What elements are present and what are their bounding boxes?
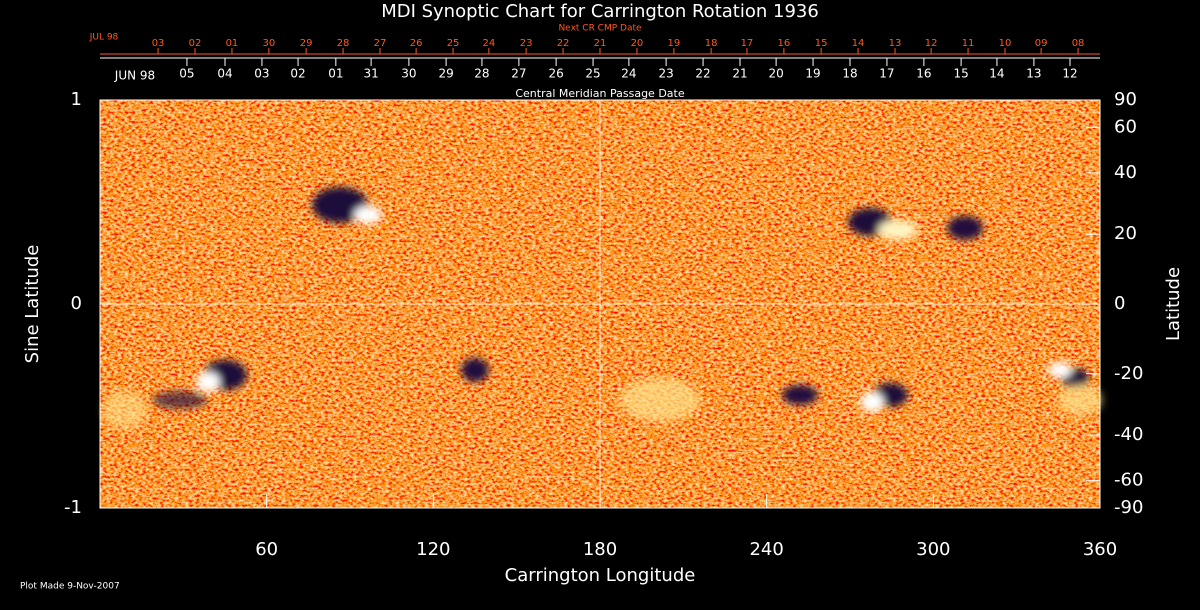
cmp-tick-label: 22 bbox=[695, 67, 710, 81]
y2-tick-label: -20 bbox=[1114, 363, 1143, 384]
y2-tick-label: 20 bbox=[1114, 223, 1137, 244]
next-cmp-tick-label: 15 bbox=[815, 38, 828, 49]
y2-tick-label: -60 bbox=[1114, 470, 1143, 491]
next-cmp-axis-title: Next CR CMP Date bbox=[558, 24, 642, 34]
cmp-tick-label: 01 bbox=[328, 67, 343, 81]
cmp-tick-label: 16 bbox=[916, 67, 931, 81]
next-cmp-tick-label: 14 bbox=[852, 38, 865, 49]
next-cmp-tick-label: 23 bbox=[520, 38, 533, 49]
next-cmp-tick-label: 16 bbox=[778, 38, 791, 49]
cmp-axis-title: Central Meridian Passage Date bbox=[515, 87, 684, 100]
y2-tick-label: -40 bbox=[1114, 424, 1143, 445]
next-cmp-tick-label: 10 bbox=[999, 38, 1012, 49]
next-cmp-tick-label: 17 bbox=[741, 38, 754, 49]
next-cmp-tick-label: 02 bbox=[189, 38, 202, 49]
footnote: Plot Made 9-Nov-2007 bbox=[20, 582, 120, 592]
chart-title: MDI Synoptic Chart for Carrington Rotati… bbox=[381, 1, 819, 22]
cmp-tick-label: 31 bbox=[363, 67, 378, 81]
cmp-tick-label: 18 bbox=[842, 67, 857, 81]
cmp-tick-label: 29 bbox=[438, 67, 453, 81]
cmp-tick-label: 19 bbox=[805, 67, 820, 81]
next-cmp-tick-label: 19 bbox=[668, 38, 681, 49]
next-cmp-tick-label: 09 bbox=[1035, 38, 1048, 49]
y2-tick-label: -90 bbox=[1114, 497, 1143, 518]
next-cmp-month: JUL 98 bbox=[89, 33, 119, 43]
y2-tick-label: 0 bbox=[1114, 293, 1125, 314]
next-cmp-tick-label: 21 bbox=[594, 38, 607, 49]
map-features bbox=[103, 187, 1102, 430]
y2-tick-label: 60 bbox=[1114, 116, 1137, 137]
x-tick-label: 180 bbox=[583, 539, 617, 560]
cmp-tick-label: 15 bbox=[953, 67, 968, 81]
next-cmp-tick-label: 12 bbox=[925, 38, 938, 49]
next-cmp-tick-label: 08 bbox=[1072, 38, 1085, 49]
y-tick-label: 1 bbox=[71, 89, 82, 110]
cmp-tick-label: 24 bbox=[621, 67, 636, 81]
cmp-tick-label: 17 bbox=[879, 67, 894, 81]
cmp-tick-label: 27 bbox=[511, 67, 526, 81]
next-cmp-tick-label: 25 bbox=[447, 38, 460, 49]
cmp-month: JUN 98 bbox=[114, 69, 155, 83]
next-cmp-tick-label: 30 bbox=[263, 38, 276, 49]
cmp-tick-label: 02 bbox=[290, 67, 305, 81]
cmp-tick-label: 13 bbox=[1026, 67, 1041, 81]
cmp-tick-label: 03 bbox=[254, 67, 269, 81]
y2-axis-title: Latitude bbox=[1163, 267, 1184, 341]
cmp-tick-label: 23 bbox=[658, 67, 673, 81]
x-tick-label: 360 bbox=[1083, 539, 1117, 560]
y-tick-label: 0 bbox=[71, 293, 82, 314]
cmp-tick-label: 30 bbox=[401, 67, 416, 81]
next-cmp-tick-label: 27 bbox=[374, 38, 387, 49]
x-tick-label: 300 bbox=[916, 539, 950, 560]
next-cmp-tick-label: 24 bbox=[483, 38, 496, 49]
x-tick-label: 60 bbox=[255, 539, 278, 560]
cmp-tick-label: 05 bbox=[179, 67, 194, 81]
next-cmp-tick-label: 29 bbox=[300, 38, 313, 49]
x-tick-label: 240 bbox=[749, 539, 783, 560]
x-axis-title: Carrington Longitude bbox=[505, 565, 696, 586]
next-cmp-tick-label: 28 bbox=[337, 38, 350, 49]
next-cmp-tick-label: 22 bbox=[557, 38, 570, 49]
cmp-tick-label: 25 bbox=[585, 67, 600, 81]
x-tick-label: 120 bbox=[416, 539, 450, 560]
cmp-tick-label: 28 bbox=[474, 67, 489, 81]
cmp-tick-label: 21 bbox=[732, 67, 747, 81]
cmp-tick-label: 14 bbox=[989, 67, 1004, 81]
y-tick-label: -1 bbox=[64, 497, 82, 518]
next-cmp-tick-label: 13 bbox=[889, 38, 902, 49]
y-axis-title: Sine Latitude bbox=[22, 245, 43, 364]
next-cmp-tick-label: 01 bbox=[226, 38, 239, 49]
y2-tick-label: 90 bbox=[1114, 89, 1137, 110]
y2-tick-label: 40 bbox=[1114, 162, 1137, 183]
next-cmp-tick-label: 18 bbox=[705, 38, 718, 49]
cmp-tick-label: 12 bbox=[1062, 67, 1077, 81]
cmp-tick-label: 26 bbox=[548, 67, 563, 81]
cmp-tick-label: 04 bbox=[217, 67, 232, 81]
next-cmp-tick-label: 26 bbox=[410, 38, 423, 49]
next-cmp-tick-label: 11 bbox=[962, 38, 975, 49]
next-cmp-tick-label: 03 bbox=[152, 38, 165, 49]
cmp-tick-label: 20 bbox=[768, 67, 783, 81]
next-cmp-tick-label: 20 bbox=[631, 38, 644, 49]
